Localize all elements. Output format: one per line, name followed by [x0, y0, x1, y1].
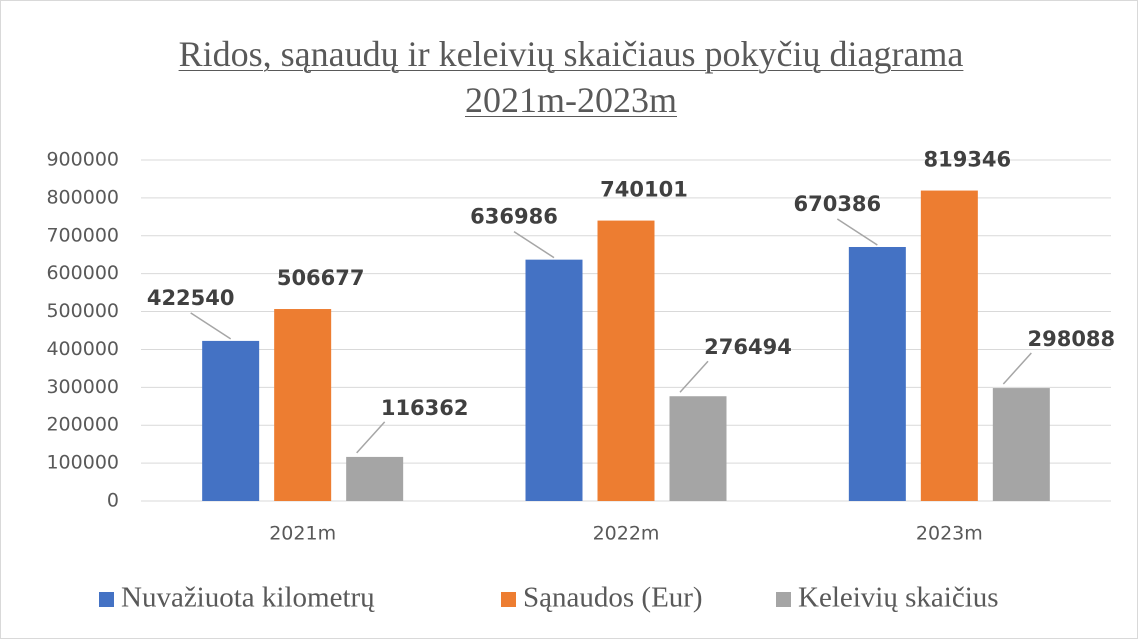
leader-line — [1002, 352, 1032, 385]
data-label: 636986 — [470, 205, 558, 229]
x-tick-label: 2021m — [269, 523, 336, 545]
x-tick-label: 2023m — [916, 523, 983, 545]
bar — [669, 396, 727, 501]
bar — [597, 220, 655, 501]
y-tick-label: 200000 — [46, 414, 119, 436]
y-tick-label: 800000 — [46, 186, 119, 208]
y-tick-label: 900000 — [46, 149, 119, 171]
leader-line — [836, 218, 878, 246]
chart-title: Ridos, sąnaudų ir keleivių skaičiaus pok… — [178, 34, 964, 120]
y-tick-label: 0 — [107, 490, 119, 512]
data-label: 506677 — [277, 266, 365, 290]
bar — [202, 340, 260, 501]
data-label: 670386 — [793, 192, 881, 216]
legend-swatch — [776, 592, 791, 607]
legend-label: Sąnaudos (Eur) — [523, 582, 703, 614]
y-tick-label: 500000 — [46, 300, 119, 322]
y-tick-label: 700000 — [46, 224, 119, 246]
leader-line — [190, 312, 232, 340]
y-tick-label: 600000 — [46, 262, 119, 284]
legend-swatch — [501, 592, 516, 607]
data-label: 819346 — [923, 148, 1011, 172]
bar — [992, 388, 1050, 501]
data-label: 422540 — [147, 286, 235, 310]
data-label: 276494 — [704, 335, 792, 359]
data-label: 298088 — [1027, 327, 1115, 351]
bar — [346, 456, 404, 501]
y-tick-label: 100000 — [46, 452, 119, 474]
bar — [920, 190, 978, 501]
data-label: 740101 — [600, 178, 688, 202]
legend-label: Nuvažiuota kilometrų — [121, 582, 375, 614]
leader-line — [513, 231, 555, 259]
x-tick-label: 2022m — [593, 523, 660, 545]
y-tick-label: 400000 — [46, 338, 119, 360]
leader-line — [356, 421, 386, 454]
y-tick-label: 300000 — [46, 376, 119, 398]
legend-swatch — [99, 592, 114, 607]
bar — [525, 259, 583, 501]
bar — [274, 309, 332, 501]
leader-line — [679, 360, 709, 393]
data-label: 116362 — [381, 396, 469, 420]
legend-label: Keleivių skaičius — [798, 582, 999, 614]
bar — [848, 246, 906, 501]
